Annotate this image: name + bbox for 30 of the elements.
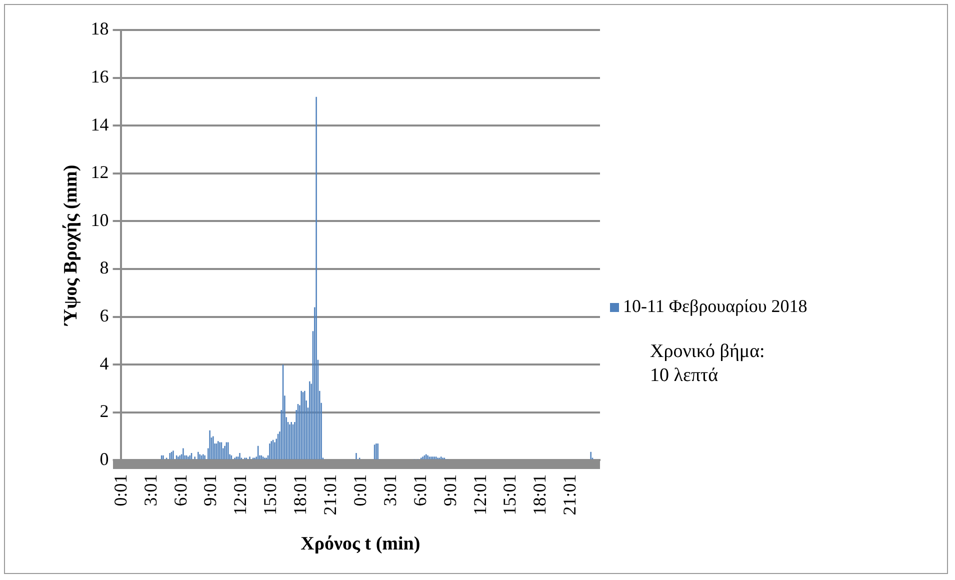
x-tick-label: 18:01 xyxy=(530,474,550,516)
x-tick-label: 12:01 xyxy=(230,474,250,516)
y-tick-label: 16 xyxy=(90,66,109,87)
x-tick-label: 9:01 xyxy=(200,474,220,506)
y-axis-title: Ύψος Βροχής (mm) xyxy=(60,164,82,326)
x-tick-label: 9:01 xyxy=(440,474,460,506)
y-tick-label: 14 xyxy=(90,114,109,134)
y-tick-label: 10 xyxy=(90,210,109,230)
x-tick-label: 12:01 xyxy=(470,474,490,516)
y-tick-label: 0 xyxy=(100,448,109,469)
y-tick-label: 8 xyxy=(100,258,109,278)
y-tick-label: 18 xyxy=(90,18,109,39)
x-tick-label: 15:01 xyxy=(500,474,520,516)
x-tick-label: 18:01 xyxy=(290,474,310,516)
x-tick-label: 21:01 xyxy=(560,474,580,516)
legend-label: 10-11 Φεβρουαρίου 2018 xyxy=(622,296,808,316)
x-tick-label: 6:01 xyxy=(170,474,190,506)
x-tick-label: 0:01 xyxy=(110,474,130,506)
y-tick-label: 12 xyxy=(90,162,109,182)
x-tick-label: 21:01 xyxy=(320,474,340,516)
x-tick-label: 3:01 xyxy=(140,474,160,506)
x-axis-title: Χρόνος t (min) xyxy=(300,534,420,555)
x-tick-label: 15:01 xyxy=(260,474,280,516)
y-tick-label: 4 xyxy=(100,353,109,374)
x-tick-label: 3:01 xyxy=(380,474,400,506)
x-tick-label: 6:01 xyxy=(410,474,430,506)
x-tick-label: 0:01 xyxy=(350,474,370,506)
y-tick-label: 6 xyxy=(100,306,109,326)
y-tick-label: 2 xyxy=(100,401,109,422)
text: Χρονικό βήμα: 10 λεπτά xyxy=(650,340,765,388)
